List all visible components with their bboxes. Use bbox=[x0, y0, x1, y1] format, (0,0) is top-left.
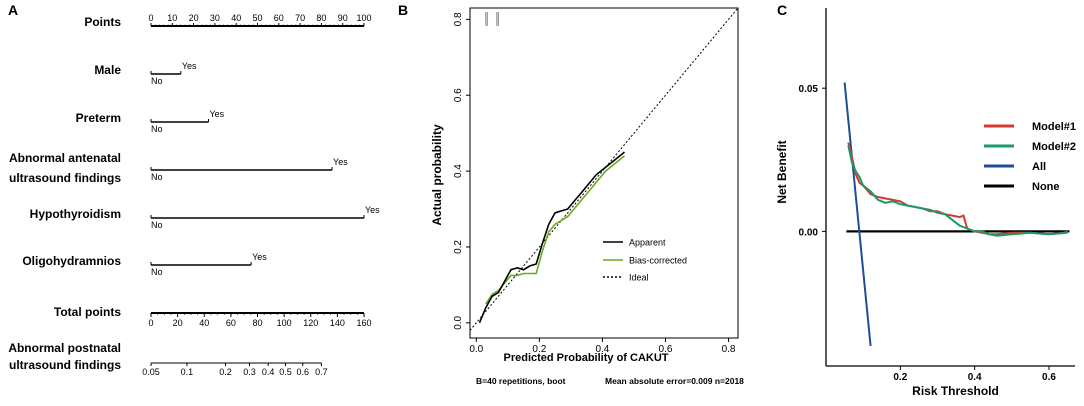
points-axis-tick-label: 90 bbox=[338, 13, 348, 23]
calibration-footnote-right: Mean absolute error=0.009 n=2018 bbox=[605, 376, 744, 386]
dca-y-tick-label: 0.00 bbox=[799, 227, 819, 238]
total-points-tick-label: 80 bbox=[252, 318, 262, 328]
dca-x-tick-label: 0.4 bbox=[968, 372, 982, 383]
predictor-name: Abnormal antenatal bbox=[9, 151, 121, 165]
calibration-x-axis-title: Predicted Probability of CAKUT bbox=[503, 352, 668, 364]
points-axis-tick-label: 100 bbox=[356, 13, 371, 23]
probability-axis-tick-label: 0.1 bbox=[181, 367, 194, 377]
dca-legend-model2-label: Model#2 bbox=[1032, 141, 1076, 153]
calibration-y-tick-label: 0.8 bbox=[453, 12, 464, 26]
predictor-yes-label: Yes bbox=[252, 252, 267, 262]
points-axis-tick-label: 50 bbox=[252, 13, 262, 23]
calibration-x-tick-label: 0.4 bbox=[595, 344, 609, 355]
points-axis-tick-label: 60 bbox=[274, 13, 284, 23]
predictor-name: Hypothyroidism bbox=[30, 207, 121, 221]
predictor-no-label: No bbox=[151, 267, 163, 277]
total-points-tick-label: 60 bbox=[226, 318, 236, 328]
dca-y-tick-label: 0.05 bbox=[799, 84, 819, 95]
calibration-x-tick-label: 0.2 bbox=[532, 344, 546, 355]
calibration-y-tick-label: 0.0 bbox=[453, 315, 464, 329]
legend-bias-corrected-label: Bias-corrected bbox=[629, 256, 687, 266]
points-axis-title: Points bbox=[84, 15, 121, 29]
calibration-x-tick-label: 0.0 bbox=[469, 344, 483, 355]
points-axis-tick-label: 30 bbox=[210, 13, 220, 23]
dca-x-tick-label: 0.6 bbox=[1042, 372, 1056, 383]
points-axis-tick-label: 40 bbox=[231, 13, 241, 23]
dca-model2-line bbox=[847, 145, 1068, 237]
calibration-y-axis-title: Actual probability bbox=[430, 124, 444, 226]
calibration-bias-corrected-line bbox=[485, 155, 625, 305]
total-points-tick-label: 160 bbox=[356, 318, 371, 328]
panel-label-b: B bbox=[398, 2, 408, 18]
dca-model1-line bbox=[847, 142, 1068, 236]
probability-axis-tick-label: 0.2 bbox=[219, 367, 232, 377]
predictor-name: Oligohydramnios bbox=[22, 254, 121, 268]
total-points-tick-label: 100 bbox=[277, 318, 292, 328]
calibration-y-tick-label: 0.2 bbox=[453, 240, 464, 254]
dca-all-line bbox=[843, 82, 872, 347]
total-points-tick-label: 0 bbox=[148, 318, 153, 328]
predictor-yes-label: Yes bbox=[333, 157, 348, 167]
probability-axis-title: ultrasound findings bbox=[9, 358, 121, 372]
probability-axis-tick-label: 0.4 bbox=[262, 367, 275, 377]
dca-legend-all-label: All bbox=[1032, 161, 1046, 173]
points-axis-tick-label: 70 bbox=[295, 13, 305, 23]
probability-axis-tick-label: 0.3 bbox=[243, 367, 256, 377]
predictor-yes-label: Yes bbox=[365, 205, 380, 215]
total-points-tick-label: 120 bbox=[303, 318, 318, 328]
points-axis-tick-label: 10 bbox=[167, 13, 177, 23]
calibration-y-tick-label: 0.4 bbox=[453, 164, 464, 178]
calibration-x-tick-label: 0.6 bbox=[659, 344, 673, 355]
calibration-footnote-left: B=40 repetitions, boot bbox=[476, 376, 566, 386]
predictor-no-label: No bbox=[151, 76, 163, 86]
probability-axis-tick-label: 0.05 bbox=[142, 367, 160, 377]
predictor-no-label: No bbox=[151, 220, 163, 230]
panel-label-c: C bbox=[777, 2, 787, 18]
predictor-no-label: No bbox=[151, 172, 163, 182]
total-points-title: Total points bbox=[54, 305, 121, 319]
legend-ideal-label: Ideal bbox=[629, 273, 649, 283]
calibration-x-tick-label: 0.8 bbox=[722, 344, 736, 355]
probability-axis-tick-label: 0.7 bbox=[315, 367, 328, 377]
dca-y-axis-title: Net Benefit bbox=[775, 140, 789, 203]
calibration-apparent-line bbox=[478, 151, 625, 324]
total-points-tick-label: 40 bbox=[199, 318, 209, 328]
probability-axis-title: Abnormal postnatal bbox=[8, 341, 121, 355]
predictor-name: Male bbox=[94, 63, 121, 77]
points-axis-tick-label: 0 bbox=[148, 13, 153, 23]
total-points-tick-label: 140 bbox=[330, 318, 345, 328]
points-axis-tick-label: 20 bbox=[189, 13, 199, 23]
points-axis-tick-label: 80 bbox=[316, 13, 326, 23]
probability-axis-tick-label: 0.6 bbox=[297, 367, 310, 377]
dca-legend-none-label: None bbox=[1032, 181, 1060, 193]
predictor-no-label: No bbox=[151, 124, 163, 134]
calibration-y-tick-label: 0.6 bbox=[453, 88, 464, 102]
legend-apparent-label: Apparent bbox=[629, 238, 666, 248]
probability-axis-tick-label: 0.5 bbox=[279, 367, 292, 377]
predictor-yes-label: Yes bbox=[182, 61, 197, 71]
panel-label-a: A bbox=[8, 2, 18, 18]
dca-legend-model1-label: Model#1 bbox=[1032, 121, 1076, 133]
dca-x-axis-title: Risk Threshold bbox=[912, 384, 999, 398]
dca-x-tick-label: 0.2 bbox=[893, 372, 907, 383]
total-points-tick-label: 20 bbox=[173, 318, 183, 328]
predictor-yes-label: Yes bbox=[210, 109, 225, 119]
predictor-name: Preterm bbox=[76, 111, 121, 125]
predictor-name: ultrasound findings bbox=[9, 171, 121, 185]
calibration-plot-frame bbox=[469, 7, 739, 339]
